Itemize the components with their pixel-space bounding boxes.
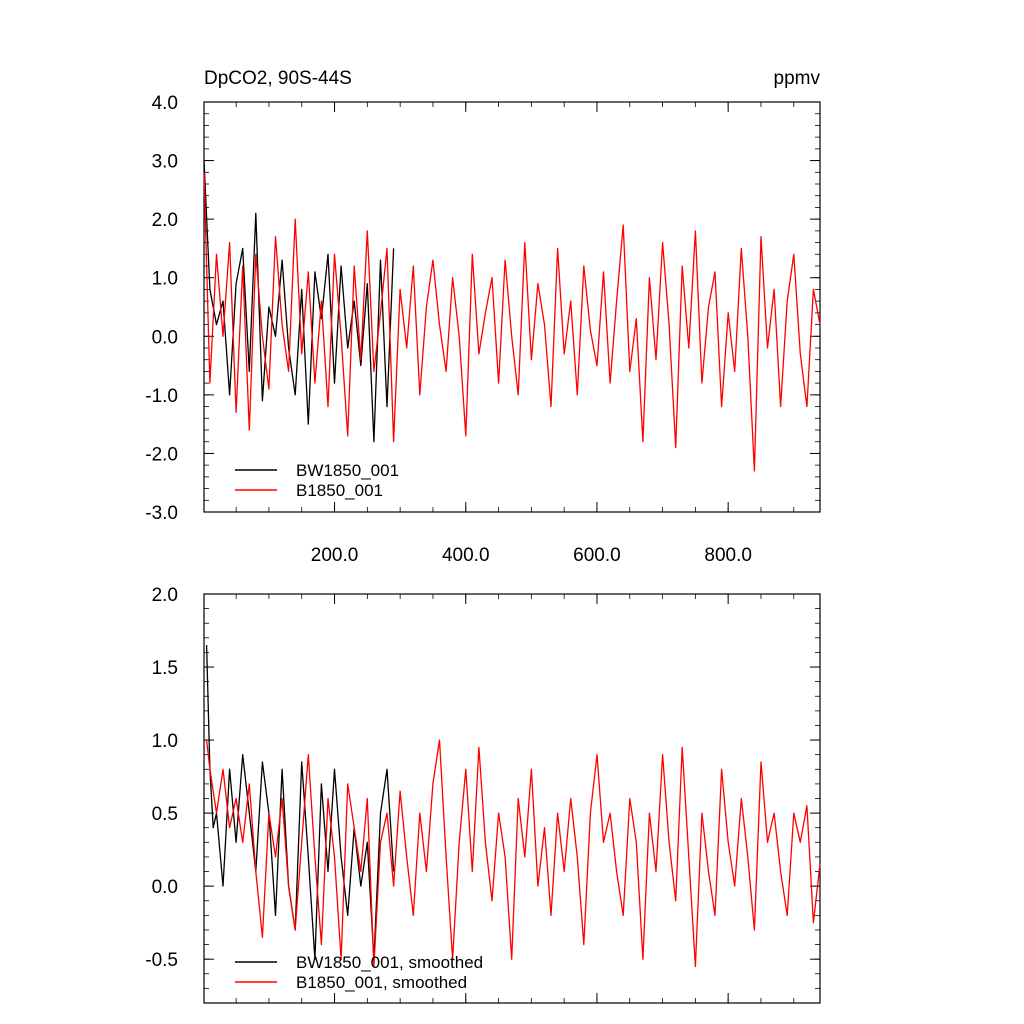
legend-label: BW1850_001, smoothed: [296, 953, 483, 972]
y-tick-label: 2.0: [152, 585, 178, 606]
plot-frame: [203, 101, 821, 513]
y-tick-label: -1.0: [145, 386, 178, 407]
bottom-panel-series: [205, 645, 821, 968]
legend-label: BW1850_001: [296, 461, 399, 480]
y-tick-label: -3.0: [145, 503, 178, 524]
y-tick-label: 1.0: [152, 731, 178, 752]
top-panel-title: DpCO2, 90S-44S: [204, 68, 352, 89]
y-tick-label: 2.0: [152, 210, 178, 231]
y-tick-label: 4.0: [152, 93, 178, 114]
y-tick-label: 0.0: [152, 327, 178, 348]
y-tick-label: 0.0: [152, 877, 178, 898]
series-line-bw1850-001: [203, 160, 395, 443]
bottom-panel: -0.5 0.0 0.5 1.0 1.5 2.0 BW1850_001, smoothed…: [145, 585, 821, 1004]
top-panel-series: [203, 160, 821, 472]
series-line-b1850-001: [203, 172, 821, 472]
x-tick-label: 800.0: [704, 545, 752, 566]
legend-label: B1850_001: [296, 481, 383, 500]
bottom-panel-axes: -0.5 0.0 0.5 1.0 1.5 2.0: [145, 585, 821, 1004]
x-tick-label: 200.0: [311, 545, 359, 566]
series-line-b1850-001-smoothed: [205, 739, 821, 968]
y-tick-label: -0.5: [145, 950, 178, 971]
y-tick-label: 3.0: [152, 152, 178, 173]
x-tick-label: 600.0: [573, 545, 621, 566]
top-panel: DpCO2, 90S-44S ppmv -3.0 -2.0 -1.0 0.0 1.0 2.…: [145, 68, 821, 566]
y-tick-label: 0.5: [152, 804, 178, 825]
legend-label: B1850_001, smoothed: [296, 973, 467, 992]
top-panel-units: ppmv: [774, 68, 821, 89]
y-tick-label: -2.0: [145, 444, 178, 465]
y-tick-label: 1.5: [152, 658, 178, 679]
y-tick-label: 1.0: [152, 269, 178, 290]
x-tick-label: 400.0: [442, 545, 490, 566]
top-panel-axes: -3.0 -2.0 -1.0 0.0 1.0 2.0 3.0 4.0 200.0 400.0 600…: [145, 93, 821, 566]
